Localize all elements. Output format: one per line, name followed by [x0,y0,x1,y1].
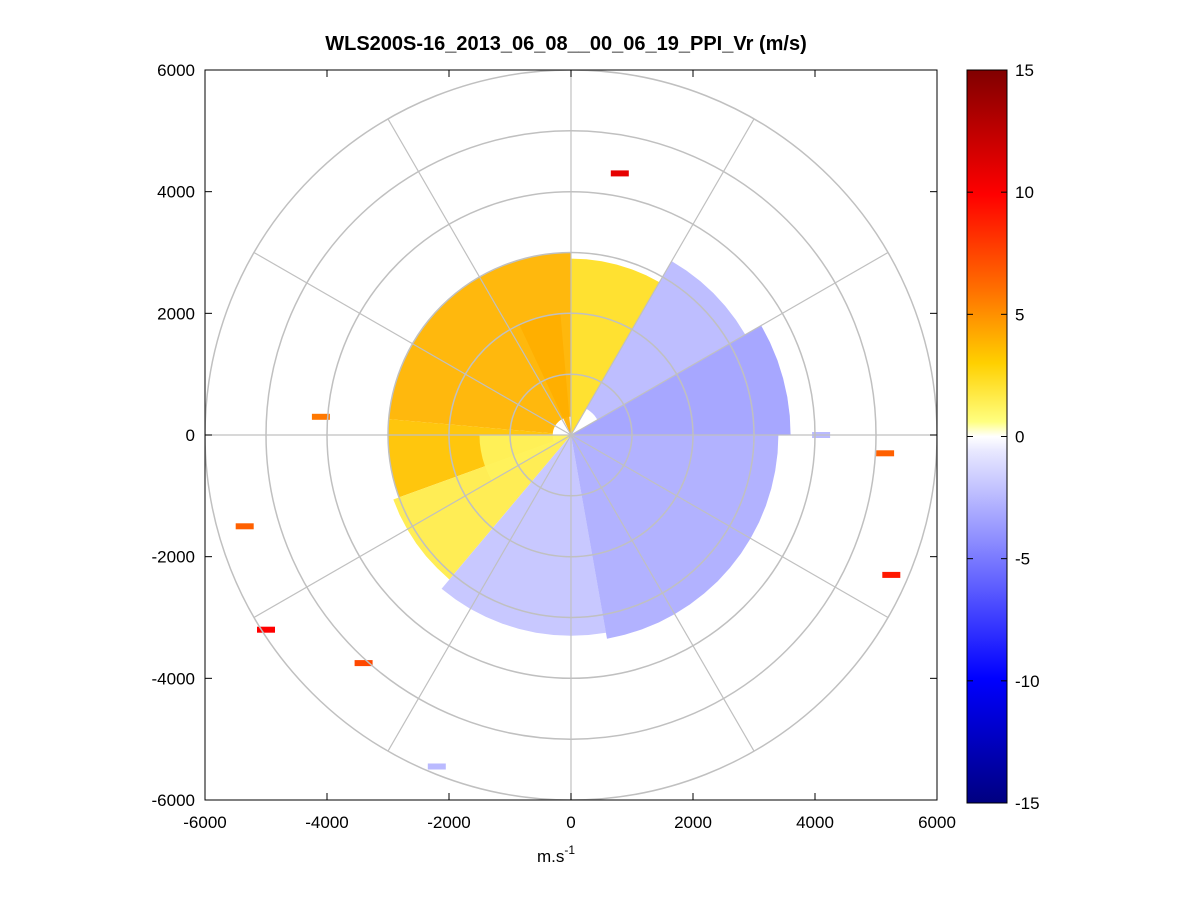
data-outlier [257,626,275,633]
spoke-line [253,434,572,619]
y-tick-label: -2000 [152,548,195,567]
colorbar-tick-label: -5 [1015,550,1030,569]
data-outlier [354,660,373,667]
x-axis-label-sup: -1 [564,843,575,857]
data-sector [571,258,660,435]
data-sector [388,252,571,434]
x-tick-label: -6000 [183,813,226,832]
x-tick-label: 2000 [674,813,712,832]
x-axis-label: m.s-1 [537,843,575,866]
chart-title: WLS200S-16_2013_06_08__00_06_19_PPI_Vr (… [325,33,806,55]
data-outlier [235,523,254,530]
spoke-line [570,434,889,619]
data-sector [393,435,571,580]
data-outlier [876,450,895,457]
x-tick-label: -4000 [305,813,348,832]
x-axis-label-main: m.s [537,847,564,866]
y-tick-label: 6000 [157,61,195,80]
spoke-line [570,251,889,436]
data-sector [479,435,571,481]
data-sector [571,435,779,639]
y-axis: 6000 4000 2000 0 -2000 -4000 -6000 [152,61,937,810]
spoke-line [570,118,755,436]
colorbar-tick-label: 5 [1015,305,1024,324]
x-tick-label: 4000 [796,813,834,832]
data-outlier [882,571,901,578]
data-sector [519,313,571,435]
y-tick-label: 0 [186,426,195,445]
data-outlier [311,413,330,420]
colorbar [966,69,1008,804]
data-sector [586,261,746,420]
spoke-line [570,434,755,752]
colorbar-tick-label: -15 [1015,794,1040,813]
spoke-line [387,434,572,752]
x-tick-label: 0 [566,813,575,832]
data-sector [441,435,606,636]
colorbar-tick-label: 0 [1015,428,1024,447]
y-tick-label: -4000 [152,669,195,688]
y-tick-label: -6000 [152,791,195,810]
y-tick-label: 2000 [157,304,195,323]
colorbar-axis: 15 10 5 0 -5 -10 -15 [967,61,1040,813]
x-tick-label: 6000 [918,813,956,832]
y-tick-label: 4000 [157,183,195,202]
data-outlier [427,763,446,770]
spoke-line [387,118,572,436]
colorbar-tick-label: 10 [1015,183,1034,202]
data-layer [235,170,901,770]
x-tick-label: -2000 [427,813,470,832]
colorbar-tick-label: -10 [1015,672,1040,691]
spoke-line [253,251,572,436]
data-outlier [610,170,629,177]
polar-grid [205,70,937,800]
colorbar-tick-label: 15 [1015,61,1034,80]
x-axis: -6000 -4000 -2000 0 2000 4000 6000 [183,70,956,832]
